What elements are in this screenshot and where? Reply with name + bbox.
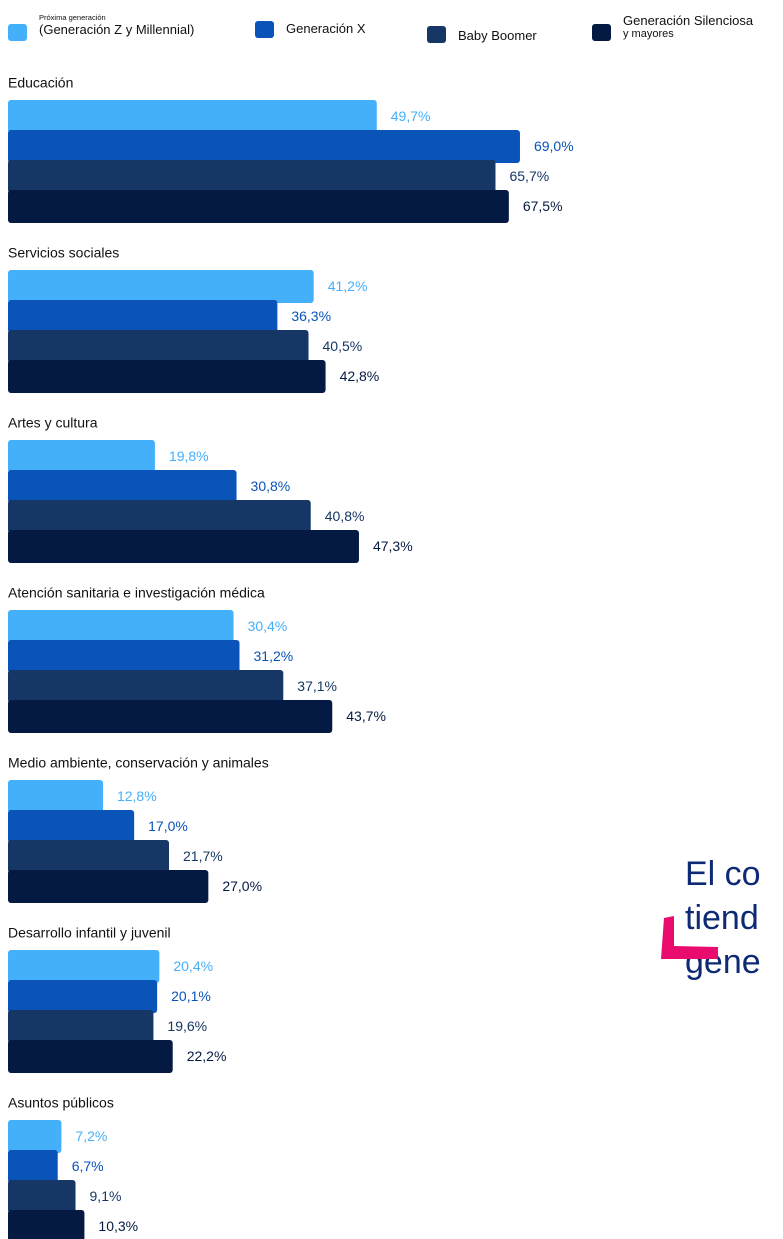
bar-3	[8, 1180, 76, 1213]
bar-3	[8, 330, 309, 363]
bar-4	[8, 190, 509, 223]
bar-3	[8, 670, 284, 703]
bar-1	[8, 270, 314, 303]
data-label-2: 69,0%	[534, 138, 574, 154]
legend-item-baby-boomer: Baby Boomer	[427, 26, 537, 43]
pink-bracket-shape	[661, 916, 718, 959]
data-label-1: 30,4%	[248, 618, 288, 634]
category-label: Atención sanitaria e investigación médic…	[8, 585, 265, 601]
data-label-4: 10,3%	[98, 1218, 138, 1234]
legend-label-next-generation-main: (Generación Z y Millennial)	[39, 22, 195, 37]
category-label: Medio ambiente, conservación y animales	[8, 755, 269, 771]
bar-3	[8, 500, 311, 533]
bar-2	[8, 1150, 58, 1183]
bar-3	[8, 840, 170, 873]
data-label-2: 17,0%	[148, 818, 188, 834]
category-label: Desarrollo infantil y juvenil	[8, 925, 171, 941]
bar-4	[8, 700, 333, 733]
bar-2	[8, 640, 240, 673]
bar-1	[8, 780, 103, 813]
bar-1	[8, 440, 155, 473]
data-label-2: 31,2%	[254, 648, 294, 664]
pink-bracket-icon	[661, 916, 718, 959]
category-label: Servicios sociales	[8, 245, 119, 261]
legend-label-silent-generation-line1: Generación Silenciosa	[623, 13, 754, 28]
data-label-3: 37,1%	[297, 678, 337, 694]
legend-swatch-silent-generation	[592, 24, 611, 41]
data-label-2: 36,3%	[291, 308, 331, 324]
legend-item-next-generation: Próxima generación (Generación Z y Mille…	[8, 13, 194, 41]
data-label-1: 20,4%	[173, 958, 213, 974]
data-label-4: 47,3%	[373, 538, 413, 554]
bar-4	[8, 870, 209, 903]
data-label-2: 20,1%	[171, 988, 211, 1004]
legend-label-generation-x: Generación X	[286, 21, 366, 36]
data-label-4: 42,8%	[340, 368, 380, 384]
bar-3	[8, 160, 496, 193]
legend-item-silent-generation: Generación Silenciosa y mayores	[592, 13, 753, 41]
bar-1	[8, 950, 160, 983]
category-label: Educación	[8, 75, 73, 91]
data-label-3: 9,1%	[90, 1188, 122, 1204]
data-label-1: 12,8%	[117, 788, 157, 804]
data-label-4: 27,0%	[222, 878, 262, 894]
legend-swatch-baby-boomer	[427, 26, 446, 43]
data-label-3: 21,7%	[183, 848, 223, 864]
category-label: Asuntos públicos	[8, 1095, 114, 1111]
bar-1	[8, 610, 234, 643]
bar-4	[8, 1040, 173, 1073]
bar-2	[8, 810, 135, 843]
legend-label-silent-generation: Generación Silenciosa y mayores	[623, 13, 753, 41]
bar-2	[8, 470, 237, 503]
bar-4	[8, 360, 326, 393]
legend-label-baby-boomer: Baby Boomer	[458, 28, 537, 43]
data-label-3: 40,5%	[323, 338, 363, 354]
cropped-overlay-line-2: tiend	[685, 899, 759, 937]
data-label-2: 30,8%	[251, 478, 291, 494]
legend-label-silent-generation-line2: y mayores	[623, 28, 674, 40]
bar-4	[8, 530, 359, 563]
bar-2	[8, 130, 520, 163]
legend-label-next-generation: Próxima generación (Generación Z y Mille…	[39, 13, 194, 37]
data-label-2: 6,7%	[72, 1158, 104, 1174]
bar-3	[8, 1010, 154, 1043]
data-label-1: 49,7%	[391, 108, 431, 124]
legend-label-next-generation-small: Próxima generación	[39, 13, 106, 22]
data-label-3: 65,7%	[509, 168, 549, 184]
data-label-3: 19,6%	[167, 1018, 207, 1034]
bar-1	[8, 100, 377, 133]
category-label: Artes y cultura	[8, 415, 98, 431]
data-label-4: 43,7%	[346, 708, 386, 724]
cropped-overlay-line-1: El co	[685, 855, 761, 893]
data-label-1: 7,2%	[75, 1128, 107, 1144]
data-label-1: 41,2%	[328, 278, 368, 294]
data-label-4: 67,5%	[523, 198, 563, 214]
legend-swatch-next-generation	[8, 24, 27, 41]
bar-4	[8, 1210, 85, 1239]
bar-1	[8, 1120, 62, 1153]
bar-2	[8, 300, 278, 333]
legend-item-generation-x: Generación X	[255, 21, 366, 38]
data-label-3: 40,8%	[325, 508, 365, 524]
legend-swatch-generation-x	[255, 21, 274, 38]
data-label-1: 19,8%	[169, 448, 209, 464]
data-label-4: 22,2%	[187, 1048, 227, 1064]
bar-2	[8, 980, 158, 1013]
